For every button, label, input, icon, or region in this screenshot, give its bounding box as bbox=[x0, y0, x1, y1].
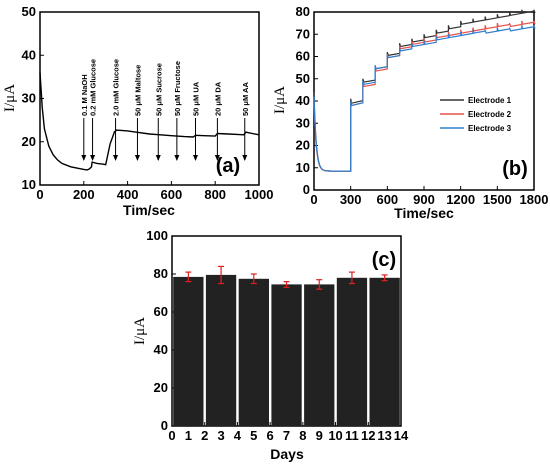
y-tick-label: 0 bbox=[161, 418, 168, 433]
x-tick-label: 11 bbox=[345, 428, 359, 443]
annotation-arrowhead bbox=[155, 155, 161, 161]
x-tick-label: 1500 bbox=[483, 192, 512, 207]
x-tick-label: 0 bbox=[168, 428, 175, 443]
panel-c-y-axis-label: I/μA bbox=[132, 317, 148, 345]
x-tick-label: 300 bbox=[340, 192, 362, 207]
bar-day-1 bbox=[173, 276, 204, 426]
annotation-arrowhead bbox=[90, 155, 96, 161]
panel-b-chart: 0 300 600 900 1200 1500 1800 0 10 20 30 40 50 60 70 80 E… bbox=[272, 4, 548, 221]
annotation-label: 50 μM Fructose bbox=[173, 61, 182, 116]
bar-day-11 bbox=[336, 277, 368, 426]
x-tick-label: 0 bbox=[310, 192, 317, 207]
bar-day-9 bbox=[304, 284, 335, 426]
x-tick-label: 600 bbox=[376, 192, 398, 207]
x-tick-label: 14 bbox=[394, 428, 409, 443]
annotation-label: 50 μM AA bbox=[241, 82, 250, 116]
annotation-arrowhead bbox=[214, 155, 220, 161]
panel-b-label: (b) bbox=[502, 158, 528, 180]
bar-day-5 bbox=[238, 278, 269, 427]
y-tick-label: 80 bbox=[154, 266, 168, 281]
x-tick-label: 7 bbox=[283, 428, 290, 443]
y-tick-label: 0 bbox=[303, 182, 310, 197]
x-tick-label: 2 bbox=[201, 428, 208, 443]
bar-day-7 bbox=[271, 284, 302, 426]
x-tick-label: 10 bbox=[328, 428, 342, 443]
panel-c-label: (c) bbox=[372, 249, 396, 271]
x-tick-label: 3 bbox=[217, 428, 224, 443]
panel-b-series-1 bbox=[313, 9, 536, 172]
annotation-label: 50 μM Sucrose bbox=[154, 63, 163, 116]
panel-a-y-axis-label: I/μA bbox=[2, 84, 18, 112]
panel-a-chart: 0 200 400 600 800 1000 10 20 30 40 50 0.1 M NaOH 0.2… bbox=[2, 4, 273, 218]
y-tick-label: 60 bbox=[154, 304, 168, 319]
annotation-arrowhead bbox=[81, 155, 87, 161]
y-tick-label: 20 bbox=[154, 380, 168, 395]
panel-a-label: (a) bbox=[216, 155, 240, 177]
y-tick-label: 50 bbox=[296, 71, 310, 86]
y-tick-label: 20 bbox=[22, 134, 36, 149]
annotation-arrowhead bbox=[113, 155, 119, 161]
y-tick-label: 30 bbox=[22, 91, 36, 106]
y-tick-label: 60 bbox=[296, 49, 310, 64]
y-tick-label: 100 bbox=[146, 228, 168, 243]
y-tick-label: 50 bbox=[22, 4, 36, 19]
panel-a-series-line bbox=[39, 72, 260, 171]
x-tick-label: 0 bbox=[36, 187, 43, 202]
x-tick-label: 400 bbox=[117, 187, 139, 202]
annotation-label: 2.0 mM Glucose bbox=[112, 59, 121, 116]
panel-b-y-axis-label: I/μA bbox=[272, 86, 288, 114]
legend-entry: Electrode 1 bbox=[468, 96, 512, 105]
y-tick-label: 40 bbox=[22, 47, 36, 62]
annotation-label: 0.2 mM Glucose bbox=[89, 59, 98, 116]
x-tick-label: 1 bbox=[185, 428, 192, 443]
x-tick-label: 800 bbox=[204, 187, 226, 202]
panel-a-axes: 0 200 400 600 800 1000 10 20 30 40 50 0.1 M NaOH 0.2… bbox=[22, 4, 274, 202]
y-tick-label: 10 bbox=[22, 177, 36, 192]
legend-entry: Electrode 3 bbox=[468, 124, 512, 133]
x-tick-label: 13 bbox=[377, 428, 391, 443]
y-tick-label: 40 bbox=[296, 93, 310, 108]
y-tick-label: 30 bbox=[296, 115, 310, 130]
x-tick-label: 1800 bbox=[520, 192, 549, 207]
legend-entry: Electrode 2 bbox=[468, 110, 512, 119]
x-tick-label: 5 bbox=[250, 428, 257, 443]
y-tick-label: 80 bbox=[296, 4, 310, 19]
x-tick-label: 8 bbox=[299, 428, 306, 443]
y-tick-label: 20 bbox=[296, 138, 310, 153]
x-tick-label: 6 bbox=[267, 428, 274, 443]
x-tick-label: 1000 bbox=[245, 187, 274, 202]
panel-b-series-3 bbox=[313, 25, 536, 172]
x-tick-label: 9 bbox=[316, 428, 323, 443]
y-tick-label: 70 bbox=[296, 26, 310, 41]
y-tick-label: 40 bbox=[154, 342, 168, 357]
panel-b-x-axis-label: Time/sec bbox=[394, 205, 454, 221]
y-tick-label: 10 bbox=[296, 160, 310, 175]
annotation-label: 20 μM DA bbox=[213, 81, 222, 116]
x-tick-label: 12 bbox=[361, 428, 375, 443]
annotation-arrowhead bbox=[134, 155, 140, 161]
panel-a-x-axis-label: Tim/sec bbox=[123, 202, 175, 218]
x-tick-label: 1200 bbox=[446, 192, 475, 207]
x-tick-label: 600 bbox=[161, 187, 183, 202]
annotation-arrowhead bbox=[242, 155, 248, 161]
bar-day-3 bbox=[205, 274, 237, 426]
annotation-label: 50 μM UA bbox=[191, 81, 200, 116]
x-tick-label: 200 bbox=[73, 187, 95, 202]
annotation-arrowhead bbox=[174, 155, 180, 161]
annotation-label: 50 μM Maltose bbox=[133, 65, 142, 116]
annotation-label: 0.1 M NaOH bbox=[80, 74, 89, 116]
panel-b-axes: 0 300 600 900 1200 1500 1800 0 10 20 30 40 50 60 70 80 E… bbox=[296, 4, 549, 207]
x-tick-label: 900 bbox=[413, 192, 435, 207]
x-tick-label: 4 bbox=[234, 428, 242, 443]
bar-day-13 bbox=[369, 277, 400, 426]
annotation-arrowhead bbox=[192, 155, 198, 161]
panel-c-x-axis-label: Days bbox=[270, 446, 304, 462]
